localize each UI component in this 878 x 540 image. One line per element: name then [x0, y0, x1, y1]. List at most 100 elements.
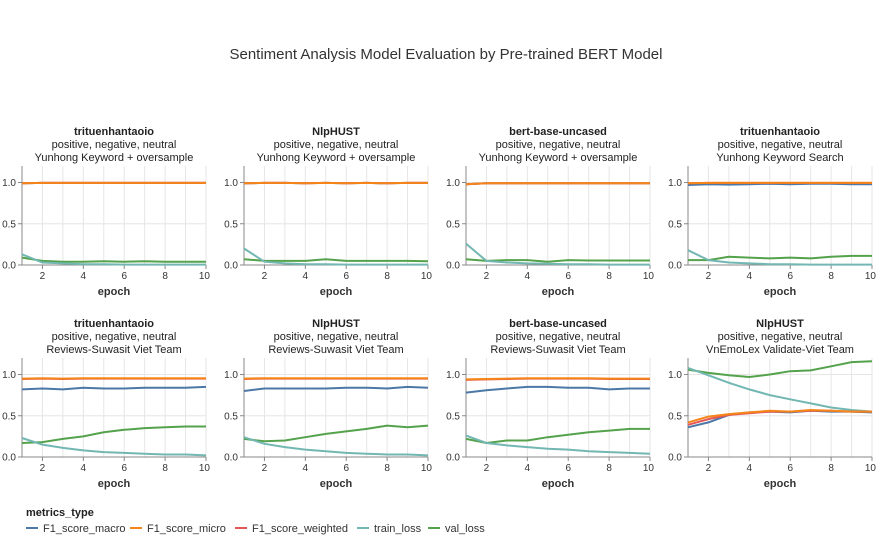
x-tick-label: 4 — [303, 463, 309, 474]
y-tick-label: 1.0 — [668, 370, 682, 381]
x-axis-label: epoch — [98, 478, 131, 490]
y-tick-label: 1.0 — [2, 178, 16, 189]
y-tick-label: 0.5 — [446, 219, 460, 230]
facet-title-line: positive, negative, neutral — [718, 331, 843, 343]
x-tick-label: 10 — [865, 463, 877, 474]
y-tick-label: 0.5 — [224, 219, 238, 230]
series-line-f1-score-macro — [21, 385, 207, 391]
series-line-val-loss — [21, 256, 206, 263]
series-line-val-loss — [688, 254, 872, 262]
x-tick-label: 6 — [565, 463, 571, 474]
y-tick-label: 1.0 — [446, 178, 460, 189]
facet-title-line: Yunhong Keyword + oversample — [257, 152, 416, 164]
x-tick-label: 8 — [384, 271, 390, 282]
x-axis-label: epoch — [320, 478, 353, 490]
x-tick-label: 6 — [565, 271, 571, 282]
facet-title-line: positive, negative, neutral — [274, 139, 399, 151]
y-tick-label: 0.5 — [2, 219, 16, 230]
x-tick-label: 8 — [606, 271, 612, 282]
x-tick-label: 4 — [81, 271, 87, 282]
series-line-train-loss — [243, 436, 429, 457]
legend-item-label: F1_score_macro — [43, 523, 126, 535]
series-line-f1-score-micro — [465, 182, 650, 186]
x-tick-label: 10 — [643, 271, 655, 282]
x-tick-label: 4 — [525, 271, 531, 282]
x-axis-label: epoch — [320, 286, 353, 298]
x-tick-label: 8 — [606, 463, 612, 474]
y-tick-label: 0.0 — [2, 261, 16, 272]
legend-item-label: F1_score_micro — [147, 523, 226, 535]
facet-title-line: Yunhong Keyword + oversample — [35, 152, 194, 164]
legend-item-label: train_loss — [374, 523, 422, 535]
y-tick-label: 0.5 — [668, 219, 682, 230]
y-tick-label: 0.0 — [668, 453, 682, 464]
x-axis-label: epoch — [764, 478, 797, 490]
legend-title: metrics_type — [26, 507, 94, 519]
series-line-train-loss — [687, 249, 872, 266]
x-tick-label: 8 — [384, 463, 390, 474]
facet-title-line: bert-base-uncased — [509, 126, 607, 138]
x-tick-label: 6 — [787, 271, 793, 282]
y-tick-label: 0.5 — [668, 411, 682, 422]
facet-title-line: NlpHUST — [312, 318, 360, 330]
series-line-f1-score-macro — [243, 385, 429, 392]
x-axis-label: epoch — [542, 478, 575, 490]
x-tick-label: 4 — [747, 271, 753, 282]
x-axis-label: epoch — [98, 286, 131, 298]
x-tick-label: 10 — [199, 271, 211, 282]
x-tick-label: 4 — [81, 463, 87, 474]
facet-title-line: positive, negative, neutral — [274, 331, 399, 343]
y-tick-label: 0.0 — [668, 261, 682, 272]
series-line-f1-score-micro — [687, 408, 872, 424]
x-tick-label: 10 — [421, 463, 433, 474]
x-tick-label: 8 — [162, 271, 168, 282]
y-tick-label: 1.0 — [224, 370, 238, 381]
series-line-train-loss — [687, 366, 873, 413]
facet-title-line: trituenhantaoio — [740, 126, 820, 138]
facet-title-line: Yunhong Keyword + oversample — [479, 152, 638, 164]
y-tick-label: 0.5 — [224, 411, 238, 422]
facet-title-line: trituenhantaoio — [74, 126, 154, 138]
y-tick-label: 0.5 — [446, 411, 460, 422]
y-tick-label: 0.5 — [2, 411, 16, 422]
facet-title-line: bert-base-uncased — [509, 318, 607, 330]
facet-title-line: Reviews-Suwasit Viet Team — [268, 344, 403, 356]
series-line-train-loss — [243, 247, 428, 266]
series-line-val-loss — [465, 427, 650, 445]
y-tick-label: 1.0 — [2, 370, 16, 381]
x-tick-label: 6 — [343, 463, 349, 474]
facet-title-line: NlpHUST — [312, 126, 360, 138]
x-tick-label: 4 — [525, 463, 531, 474]
x-tick-label: 2 — [706, 463, 712, 474]
x-tick-label: 6 — [121, 271, 127, 282]
y-tick-label: 0.0 — [224, 261, 238, 272]
facet-title-line: positive, negative, neutral — [52, 139, 177, 151]
y-tick-label: 0.0 — [224, 453, 238, 464]
x-tick-label: 4 — [747, 463, 753, 474]
series-line-train-loss — [465, 242, 650, 266]
legend-item-label: val_loss — [445, 523, 485, 535]
x-tick-label: 2 — [40, 271, 46, 282]
x-axis-label: epoch — [542, 286, 575, 298]
y-tick-label: 0.0 — [446, 261, 460, 272]
x-tick-label: 10 — [643, 463, 655, 474]
chart-title: Sentiment Analysis Model Evaluation by P… — [229, 46, 662, 63]
facet-title-line: positive, negative, neutral — [496, 331, 621, 343]
x-tick-label: 10 — [199, 463, 211, 474]
x-tick-label: 8 — [162, 463, 168, 474]
series-line-f1-score-macro — [687, 182, 872, 186]
facet-title-line: positive, negative, neutral — [52, 331, 177, 343]
series-line-f1-score-macro — [687, 409, 873, 429]
facet-title-line: trituenhantaoio — [74, 318, 154, 330]
x-tick-label: 6 — [121, 463, 127, 474]
facet-title-line: positive, negative, neutral — [718, 139, 843, 151]
facet-title-line: positive, negative, neutral — [496, 139, 621, 151]
x-tick-label: 4 — [303, 271, 309, 282]
